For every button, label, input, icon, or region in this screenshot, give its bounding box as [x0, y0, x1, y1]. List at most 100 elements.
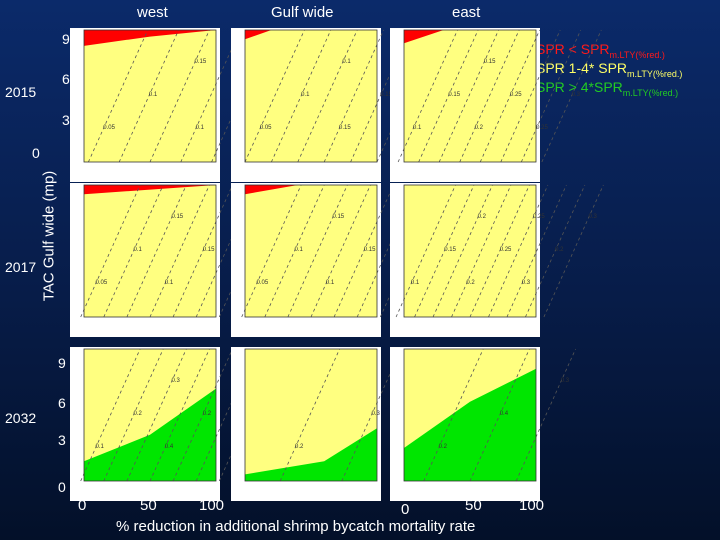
y-tick: 6 — [62, 71, 70, 87]
contour-line — [488, 184, 549, 318]
heatmap-panel: 0.050.10.150.10.150.20.2 — [80, 184, 280, 318]
y-tick: 0 — [32, 145, 40, 161]
contour-line — [479, 29, 541, 163]
panel-border — [83, 348, 217, 482]
x-tick: 50 — [465, 497, 482, 514]
x-tick: 0 — [78, 497, 87, 514]
y-tick: 9 — [62, 31, 70, 47]
region-red — [84, 30, 216, 46]
contour-label: 0.2 — [466, 280, 475, 286]
contour-line — [244, 29, 305, 163]
contour-label: 0.2 — [555, 247, 564, 253]
contour-line — [543, 184, 604, 318]
contour-line — [414, 184, 475, 318]
contour-label: 0.15 — [195, 59, 207, 65]
region-yellow — [245, 185, 377, 317]
legend-item-red: SPR < SPRm.LTY(%red.) — [536, 41, 665, 60]
column-title-east: east — [452, 4, 481, 21]
contour-line — [506, 184, 567, 318]
contour-label: 0.3 — [572, 92, 581, 98]
region-green — [245, 428, 377, 481]
contour-label: 0.4 — [500, 411, 509, 417]
x-tick: 100 — [519, 497, 545, 514]
panel-border — [244, 184, 378, 318]
y-tick: 3 — [58, 432, 66, 448]
contour-label: 0.05 — [103, 125, 115, 131]
contour-line — [520, 29, 582, 163]
panel-border — [403, 348, 537, 482]
x-tick: 50 — [140, 497, 157, 514]
contour-line — [126, 184, 187, 318]
contour-label: 0.1 — [342, 59, 351, 65]
contour-label: 0.15 — [364, 247, 376, 253]
contour-line — [469, 184, 530, 318]
contour-label: 0.1 — [134, 247, 143, 253]
heatmap-panel: 0.050.10.150.10.150.20.15 — [241, 184, 441, 318]
region-yellow — [404, 185, 536, 317]
heatmap-panel: 0.1 0.15 0.15 0.2 0.25 0.2 0.25 0.3 — [397, 29, 602, 163]
heatmap-panel: 0.1 0.15 0.2 0.2 0.25 0.25 0.3 0.2 0.3 — [395, 184, 604, 318]
contour-label: 0.2 — [478, 214, 487, 220]
region-yellow — [245, 30, 377, 162]
region-yellow — [84, 30, 216, 162]
contour-line — [118, 29, 179, 163]
contour-line — [310, 184, 371, 318]
contour-label: 0.1 — [326, 280, 335, 286]
contour-line — [423, 348, 484, 482]
contour-label: 0.2 — [295, 444, 304, 450]
row-label-2015: 2015 — [5, 84, 37, 100]
contour-line — [103, 184, 164, 318]
contour-label: 0.1 — [196, 125, 205, 131]
y-tick: 3 — [62, 112, 70, 128]
contour-label: 0.25 — [533, 214, 545, 220]
contour-line — [264, 184, 325, 318]
heatmap-panel: 0.2 0.4 0.3 — [403, 348, 576, 482]
contour-line — [149, 348, 210, 482]
region-yellow — [84, 185, 216, 317]
region-green — [404, 368, 536, 481]
contour-label: 0.3 — [171, 378, 180, 384]
x-axis-label: % reduction in additional shrimp bycatch… — [116, 518, 476, 535]
row-label-2032: 2032 — [5, 410, 37, 426]
contour-label: 0.15 — [339, 125, 351, 131]
contour-label: 0.05 — [257, 280, 269, 286]
contour-label: 0.15 — [380, 92, 392, 98]
contour-label: 0.15 — [444, 247, 456, 253]
contour-line — [333, 184, 394, 318]
contour-line — [287, 184, 348, 318]
heatmap-panel: 0.10.20.30.40.20.30.4 — [80, 348, 280, 482]
contour-label: 0.2 — [475, 125, 484, 131]
region-red — [245, 185, 298, 195]
contour-line — [241, 184, 302, 318]
contour-label: 0.05 — [260, 125, 272, 131]
contour-line — [297, 29, 358, 163]
contour-line — [438, 29, 499, 163]
panel-border — [403, 184, 537, 318]
contour-label: 0.15 — [171, 214, 183, 220]
contour-label: 0.3 — [522, 280, 531, 286]
y-axis-label: TAC Gulf wide (mp) — [40, 170, 58, 302]
legend-sub: m.LTY(%red.) — [627, 68, 683, 79]
contour-line — [271, 29, 332, 163]
contour-label: 0.1 — [96, 444, 105, 450]
contour-line — [80, 348, 141, 482]
legend-item-yellow: SPR 1-4* SPRm.LTY(%red.) — [536, 60, 682, 79]
contour-line — [323, 29, 384, 163]
contour-line — [103, 348, 164, 482]
contour-label: 0.25 — [510, 92, 522, 98]
contour-label: 0.2 — [203, 411, 212, 417]
contour-label: 0.15 — [332, 214, 344, 220]
contour-line — [149, 184, 210, 318]
contour-line — [397, 29, 458, 163]
region-red — [84, 185, 216, 195]
contour-line — [525, 184, 586, 318]
contour-label: 0.15 — [203, 247, 215, 253]
contour-label: 0.1 — [411, 280, 420, 286]
panel-border — [83, 29, 217, 163]
y-tick: 9 — [58, 355, 66, 371]
region-red — [404, 30, 444, 44]
contour-line — [541, 29, 602, 163]
contour-label: 0.15 — [484, 59, 496, 65]
legend-text: SPR 1-4* SPR — [536, 60, 628, 76]
contour-label: 0.1 — [149, 92, 158, 98]
